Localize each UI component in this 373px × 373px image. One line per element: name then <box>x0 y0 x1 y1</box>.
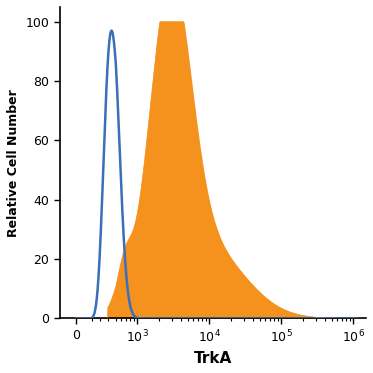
Y-axis label: Relative Cell Number: Relative Cell Number <box>7 89 20 236</box>
X-axis label: TrkA: TrkA <box>194 351 232 366</box>
